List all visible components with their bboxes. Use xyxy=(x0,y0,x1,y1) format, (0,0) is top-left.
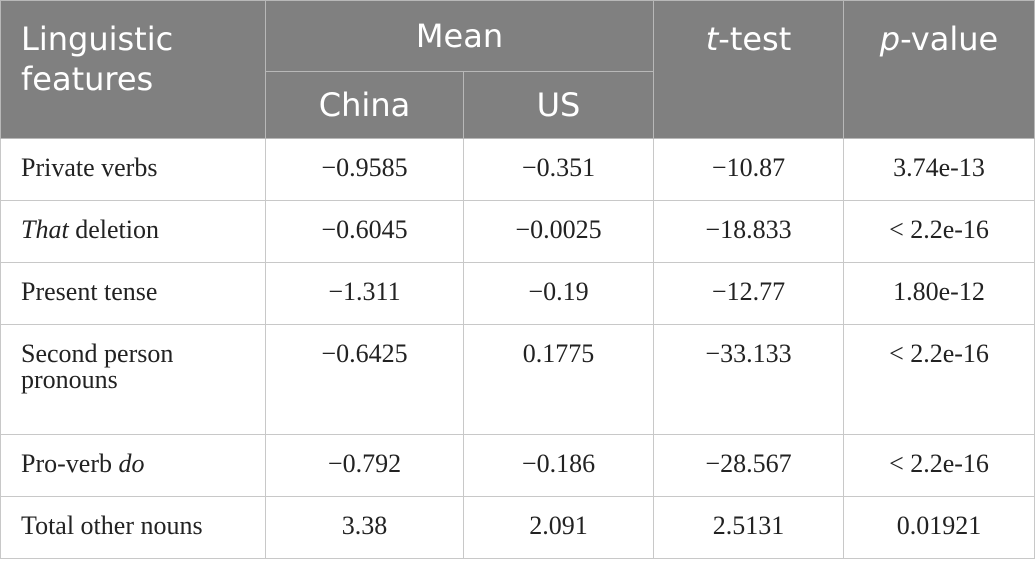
row-label-cell: Total other nouns xyxy=(0,496,266,559)
header-cell: China xyxy=(265,71,464,139)
cell-value: < 2.2e-16 xyxy=(889,215,989,244)
cell-value: −0.0025 xyxy=(515,215,602,244)
cell-value: −0.9585 xyxy=(321,153,408,182)
value-cell: 2.091 xyxy=(463,496,654,559)
value-cell: 2.5131 xyxy=(653,496,844,559)
table-row: Present tense −1.311 −0.19 −12.77 1.80e-12 xyxy=(0,262,1035,325)
table-row: That deletion −0.6045 −0.0025 −18.833 < 2.2e… xyxy=(0,200,1035,263)
cell-value: < 2.2e-16 xyxy=(889,339,989,368)
value-cell: −10.87 xyxy=(653,138,844,201)
header-cell: Linguistic features xyxy=(0,0,266,139)
value-cell: −0.0025 xyxy=(463,200,654,263)
header-text: Linguistic features xyxy=(21,20,174,98)
row-label: That xyxy=(21,215,69,244)
cell-value: < 2.2e-16 xyxy=(889,449,989,478)
cell-value: −0.6045 xyxy=(321,215,408,244)
value-cell: 0.1775 xyxy=(463,324,654,435)
value-cell: −0.186 xyxy=(463,434,654,497)
table-row: Private verbs −0.9585 −0.351 −10.87 3.74e-13 xyxy=(0,138,1035,201)
table-row: Second person pronouns −0.6425 0.1775 −33.1… xyxy=(0,324,1035,435)
header-text: -test xyxy=(718,20,792,58)
cell-value: −0.6425 xyxy=(321,339,408,368)
cell-value: 0.1775 xyxy=(522,339,595,368)
value-cell: −28.567 xyxy=(653,434,844,497)
row-label: Present tense xyxy=(21,277,158,306)
row-label-cell: Private verbs xyxy=(0,138,266,201)
header-text: US xyxy=(536,86,581,124)
cell-value: −1.311 xyxy=(328,277,401,306)
cell-value: −0.351 xyxy=(521,153,596,182)
cell-value: −12.77 xyxy=(711,277,786,306)
header-text: t xyxy=(705,20,719,58)
value-cell: −18.833 xyxy=(653,200,844,263)
row-label: Private verbs xyxy=(21,153,158,182)
value-cell: −0.19 xyxy=(463,262,654,325)
value-cell: 3.38 xyxy=(265,496,464,559)
data-table: Linguistic features Mean t-test p-value … xyxy=(0,0,1035,559)
value-cell: −0.6425 xyxy=(265,324,464,435)
cell-value: −18.833 xyxy=(705,215,792,244)
cell-value: 2.5131 xyxy=(712,511,785,540)
header-text: Mean xyxy=(415,17,504,55)
row-label-cell: Pro-verb do xyxy=(0,434,266,497)
value-cell: −12.77 xyxy=(653,262,844,325)
value-cell: −0.792 xyxy=(265,434,464,497)
value-cell: 3.74e-13 xyxy=(843,138,1035,201)
row-label: do xyxy=(118,449,145,478)
cell-value: 3.38 xyxy=(341,511,388,540)
cell-value: 3.74e-13 xyxy=(893,153,985,182)
table-header: Linguistic features Mean t-test p-value … xyxy=(0,0,1035,139)
header-cell: Mean xyxy=(265,0,654,72)
header-cell: US xyxy=(463,71,654,139)
row-label: deletion xyxy=(68,215,159,244)
table-row: Total other nouns 3.38 2.091 2.5131 0.01921 xyxy=(0,496,1035,559)
value-cell: −0.351 xyxy=(463,138,654,201)
header-cell: t-test xyxy=(653,0,844,139)
row-label: Pro-verb xyxy=(21,449,119,478)
row-label-cell: Second person pronouns xyxy=(0,324,266,435)
cell-value: 1.80e-12 xyxy=(893,277,985,306)
header-text: -value xyxy=(900,20,999,58)
value-cell: < 2.2e-16 xyxy=(843,434,1035,497)
header-text: p xyxy=(879,20,901,58)
cell-value: −0.186 xyxy=(521,449,596,478)
cell-value: −10.87 xyxy=(711,153,786,182)
cell-value: 2.091 xyxy=(529,511,588,540)
row-label: Second person pronouns xyxy=(21,339,180,394)
value-cell: −33.133 xyxy=(653,324,844,435)
value-cell: −1.311 xyxy=(265,262,464,325)
row-label: Total other nouns xyxy=(21,511,203,540)
row-label-cell: That deletion xyxy=(0,200,266,263)
cell-value: −0.19 xyxy=(528,277,589,306)
value-cell: 1.80e-12 xyxy=(843,262,1035,325)
value-cell: 0.01921 xyxy=(843,496,1035,559)
value-cell: < 2.2e-16 xyxy=(843,200,1035,263)
table-row: Pro-verb do −0.792 −0.186 −28.567 < 2.2e-16 xyxy=(0,434,1035,497)
cell-value: 0.01921 xyxy=(896,511,982,540)
header-text: China xyxy=(318,86,411,124)
cell-value: −33.133 xyxy=(705,339,792,368)
value-cell: −0.9585 xyxy=(265,138,464,201)
header-cell: p-value xyxy=(843,0,1035,139)
cell-value: −28.567 xyxy=(705,449,792,478)
table-body: Private verbs −0.9585 −0.351 −10.87 3.74e-13… xyxy=(0,138,1035,559)
value-cell: −0.6045 xyxy=(265,200,464,263)
cell-value: −0.792 xyxy=(327,449,402,478)
value-cell: < 2.2e-16 xyxy=(843,324,1035,435)
row-label-cell: Present tense xyxy=(0,262,266,325)
